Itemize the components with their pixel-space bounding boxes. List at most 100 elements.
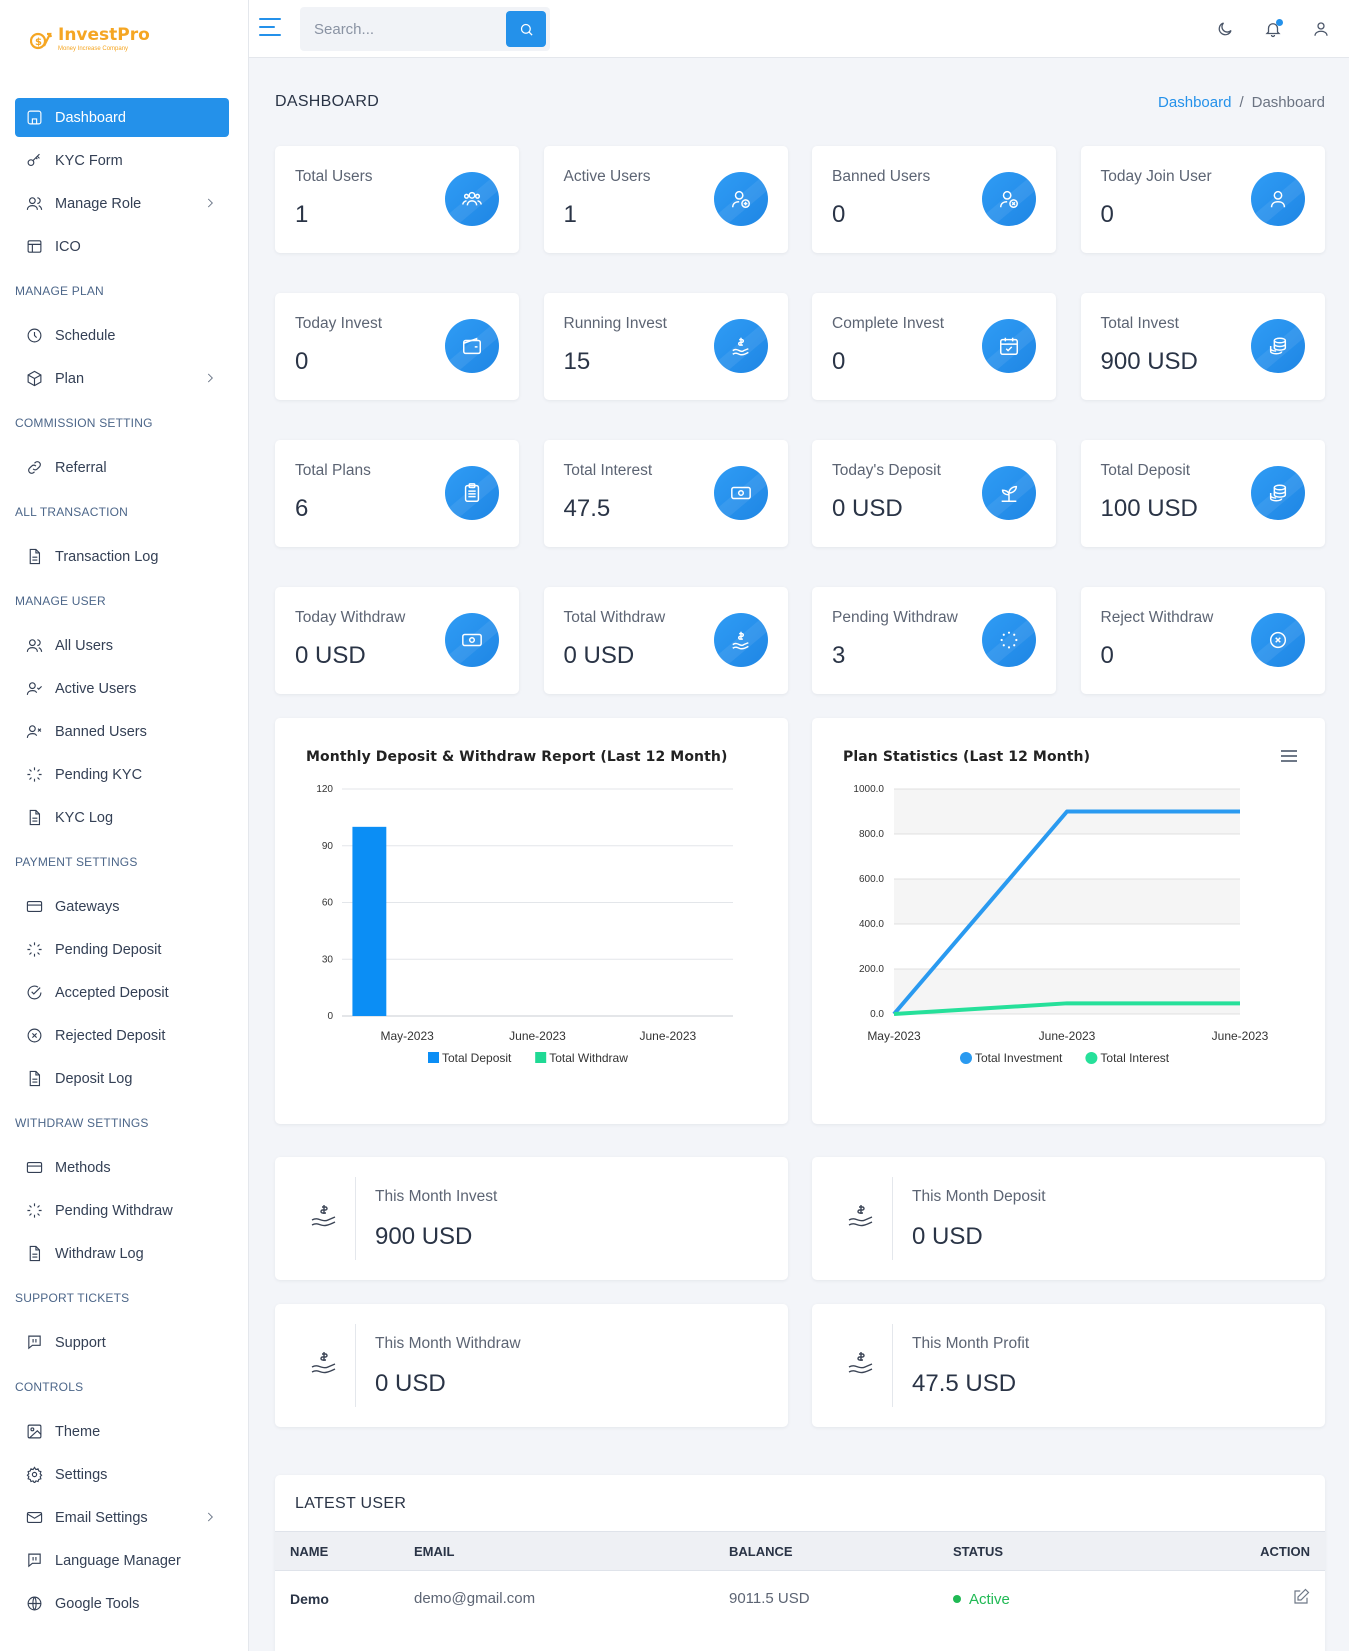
sidebar-item-label: Active Users	[55, 680, 137, 697]
sidebar-item-banned-users[interactable]: Banned Users	[15, 712, 229, 751]
sidebar-item-gateways[interactable]: Gateways	[15, 887, 229, 926]
stat-card-running-invest: Running Invest 15	[543, 293, 788, 400]
stat-card-total-plans: Total Plans 6	[275, 440, 519, 547]
sidebar-item-pending-withdraw[interactable]: Pending Withdraw	[15, 1191, 229, 1230]
stat-value: 0 USD	[832, 495, 903, 522]
notifications-button[interactable]	[1253, 9, 1293, 49]
sidebar-item-label: Pending Withdraw	[55, 1202, 173, 1219]
user-x-icon	[25, 723, 43, 741]
sidebar-item-rejected-deposit[interactable]: Rejected Deposit	[15, 1016, 229, 1055]
plan-statistics-line-chart: 0.0 200.0 400.0 600.0 800.0 1000.0 May-2023 Jun…	[853, 784, 1268, 1065]
sidebar-nav: Dashboard KYC Form Manage Role ICO MANAG…	[15, 98, 229, 1627]
sidebar-item-support[interactable]: Support	[15, 1323, 229, 1362]
stat-label: Total Withdraw	[563, 609, 666, 626]
charts-row: Monthly Deposit & Withdraw Report (Last …	[275, 718, 1325, 1124]
plan-statistics-chart-card: Plan Statistics (Last 12 Month) 0.0 200.0…	[812, 718, 1325, 1124]
chevron-right-icon	[203, 196, 217, 210]
y-tick-label: 30	[322, 954, 334, 965]
sidebar-item-kyc-form[interactable]: KYC Form	[15, 141, 229, 180]
sidebar-item-deposit-log[interactable]: Deposit Log	[15, 1059, 229, 1098]
loader-icon	[982, 613, 1036, 667]
sidebar-item-manage-role[interactable]: Manage Role	[15, 184, 229, 223]
coins-icon	[1250, 466, 1305, 520]
sidebar-item-dashboard[interactable]: Dashboard	[15, 98, 229, 137]
sidebar-item-language-manager[interactable]: Language Manager	[15, 1541, 229, 1580]
theme-toggle-button[interactable]	[1205, 9, 1245, 49]
sidebar-item-pending-deposit[interactable]: Pending Deposit	[15, 930, 229, 969]
stat-value: 0	[1100, 642, 1114, 669]
menu-toggle-icon[interactable]	[259, 18, 281, 38]
legend-label: Total Deposit	[442, 1051, 512, 1065]
link-icon	[25, 459, 43, 477]
month-value: 0 USD	[912, 1223, 983, 1250]
sidebar-item-ico[interactable]: ICO	[15, 227, 229, 266]
chart-menu-icon[interactable]	[1281, 750, 1297, 764]
month-value: 0 USD	[375, 1370, 446, 1397]
stat-card-todays-deposit: Today's Deposit 0 USD	[812, 440, 1056, 547]
sidebar-item-active-users[interactable]: Active Users	[15, 669, 229, 708]
sidebar-item-settings[interactable]: Settings	[15, 1455, 229, 1494]
hand-dollar-icon	[713, 319, 768, 373]
sidebar-item-all-users[interactable]: All Users	[15, 626, 229, 665]
sidebar-item-theme[interactable]: Theme	[15, 1412, 229, 1451]
main-content: DASHBOARD Dashboard / Dashboard Total User…	[275, 58, 1325, 1651]
brand-logo[interactable]: $ InvestPro Money Increase Company	[30, 24, 150, 54]
stat-card-complete-invest: Complete Invest 0	[812, 293, 1056, 400]
month-card-deposit: This Month Deposit 0 USD	[812, 1157, 1325, 1280]
search-box	[300, 7, 550, 51]
y-tick-label: 400.0	[859, 919, 884, 930]
stat-label: Total Invest	[1100, 315, 1179, 332]
message-icon	[25, 1334, 43, 1352]
hand-dollar-icon	[846, 1348, 876, 1378]
sidebar-item-label: Schedule	[55, 327, 116, 344]
status-label: Active	[969, 1590, 1010, 1608]
stat-label: Complete Invest	[832, 315, 944, 332]
profile-button[interactable]	[1301, 9, 1341, 49]
user-plus-icon	[713, 172, 768, 226]
sidebar-item-schedule[interactable]: Schedule	[15, 316, 229, 355]
sidebar-item-label: Dashboard	[55, 109, 126, 126]
sidebar-item-pending-kyc[interactable]: Pending KYC	[15, 755, 229, 794]
sidebar-item-withdraw-log[interactable]: Withdraw Log	[15, 1234, 229, 1273]
search-button[interactable]	[506, 11, 546, 47]
globe-icon	[25, 1595, 43, 1613]
user-name: Demo	[290, 1590, 329, 1607]
y-tick-label: 600.0	[859, 874, 884, 885]
sidebar-item-accepted-deposit[interactable]: Accepted Deposit	[15, 973, 229, 1012]
chevron-right-icon	[203, 1510, 217, 1524]
stat-value: 0 USD	[295, 642, 366, 669]
stat-value: 100 USD	[1100, 495, 1198, 522]
user-icon	[1314, 22, 1328, 36]
sidebar-item-label: ICO	[55, 238, 81, 255]
search-input[interactable]	[314, 7, 504, 51]
chevron-right-icon	[203, 371, 217, 385]
sidebar-item-label: Referral	[55, 459, 107, 476]
deposit-withdraw-bar-chart: 0 30 60 90 120 May-2023 June-2023 June-2023 Tota…	[316, 784, 733, 1065]
y-tick-label: 1000.0	[853, 784, 884, 795]
sidebar-item-label: Deposit Log	[55, 1070, 133, 1087]
sidebar-item-plan[interactable]: Plan	[15, 359, 229, 398]
sidebar-item-methods[interactable]: Methods	[15, 1148, 229, 1187]
breadcrumb-link[interactable]: Dashboard	[1158, 93, 1232, 111]
status-badge: Active	[953, 1591, 1010, 1608]
image-icon	[25, 1423, 43, 1441]
stat-card-banned-users: Banned Users 0	[812, 146, 1056, 253]
edit-icon[interactable]	[1292, 1588, 1310, 1610]
check-circle-icon	[25, 984, 43, 1002]
sidebar-item-referral[interactable]: Referral	[15, 448, 229, 487]
x-tick-label: June-2023	[509, 1029, 566, 1043]
user-balance: 9011.5 USD	[729, 1590, 810, 1608]
month-label: This Month Profit	[912, 1335, 1030, 1352]
sidebar-item-label: Settings	[55, 1466, 108, 1483]
sidebar-item-label: Google Tools	[55, 1595, 140, 1612]
stat-value: 900 USD	[1100, 348, 1198, 375]
sidebar-item-kyc-log[interactable]: KYC Log	[15, 798, 229, 837]
sidebar-item-transaction-log[interactable]: Transaction Log	[15, 537, 229, 576]
calendar-check-icon	[982, 319, 1036, 373]
sidebar-item-email-settings[interactable]: Email Settings	[15, 1498, 229, 1537]
sidebar-item-google-tools[interactable]: Google Tools	[15, 1584, 229, 1623]
stat-label: Active Users	[563, 168, 651, 185]
user-icon	[1250, 172, 1305, 226]
user-check-icon	[25, 680, 43, 698]
sidebar-item-label: Accepted Deposit	[55, 984, 169, 1001]
